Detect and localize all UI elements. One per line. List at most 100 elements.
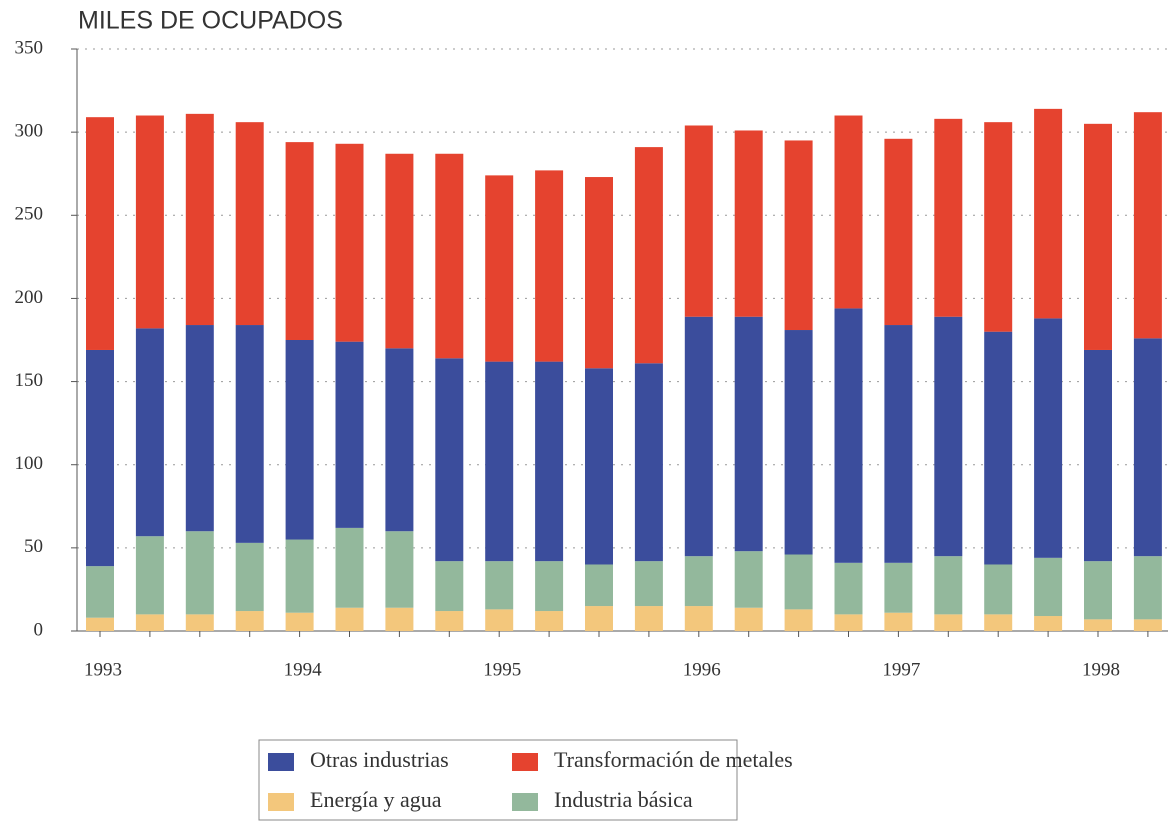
bar-segment <box>784 140 813 331</box>
bar-segment <box>235 122 264 326</box>
x-tick-label: 1995 <box>483 659 521 680</box>
bar-segment <box>634 606 663 631</box>
bar-segment <box>934 614 963 631</box>
x-tick-label: 1994 <box>284 659 323 680</box>
bar-segment <box>684 316 713 557</box>
legend-swatch <box>268 753 294 771</box>
bar-segment <box>285 340 314 540</box>
bar-segment <box>1084 561 1112 620</box>
legend-swatch <box>512 793 538 811</box>
bar-segment <box>1034 557 1063 617</box>
bar-segment <box>834 562 863 615</box>
y-tick-label: 300 <box>15 121 44 142</box>
bar-segment <box>485 609 514 631</box>
bar-segment <box>485 561 514 610</box>
bar-segment <box>984 614 1013 631</box>
y-tick-label: 50 <box>24 536 43 557</box>
bar-segment <box>834 614 863 631</box>
bar-segment <box>86 617 114 631</box>
bar-segment <box>485 361 514 562</box>
y-tick-label: 250 <box>15 204 44 225</box>
bar-segment <box>385 531 414 608</box>
bar-segment <box>1084 123 1112 350</box>
bar-segment <box>135 614 164 631</box>
bar-segment <box>235 542 264 612</box>
bar-segment <box>335 143 364 342</box>
bar-segment <box>435 611 464 631</box>
legend-swatch <box>268 793 294 811</box>
y-tick-label: 200 <box>15 287 44 308</box>
bar-segment <box>86 117 114 350</box>
bar-segment <box>734 607 763 631</box>
bar-segment <box>684 125 713 317</box>
bar-segment <box>1133 338 1162 557</box>
bar-segment <box>185 531 214 615</box>
bar-segment <box>884 138 913 326</box>
bar-segment <box>784 330 813 555</box>
bar-segment <box>1133 619 1162 631</box>
bar-segment <box>435 561 464 612</box>
legend-swatch <box>512 753 538 771</box>
bar-segment <box>535 561 564 612</box>
bar-segment <box>884 562 913 613</box>
bar-segment <box>884 325 913 563</box>
x-tick-label: 1993 <box>84 659 122 680</box>
bar-segment <box>185 614 214 631</box>
bar-segment <box>435 153 464 359</box>
bar-segment <box>784 609 813 631</box>
bar-segment <box>585 564 613 607</box>
bar-segment <box>535 170 564 362</box>
bar-segment <box>585 177 613 369</box>
bar-segment <box>1133 112 1162 339</box>
bar-segment <box>335 607 364 631</box>
legend-label: Energía y agua <box>310 787 442 812</box>
bar-segment <box>185 113 214 326</box>
bar-segment <box>535 361 564 562</box>
bar-segment <box>834 308 863 563</box>
bar-segment <box>934 316 963 557</box>
bar-segment <box>934 556 963 615</box>
bar-segment <box>335 527 364 608</box>
bar-segment <box>734 316 763 552</box>
bar-segment <box>135 115 164 329</box>
y-tick-label: 0 <box>34 619 44 640</box>
bar-segment <box>585 606 613 631</box>
bar-segment <box>185 325 214 532</box>
bar-segment <box>535 611 564 631</box>
chart-title: MILES DE OCUPADOS <box>78 7 343 35</box>
bar-segment <box>884 612 913 631</box>
bar-segment <box>385 348 414 532</box>
bar-segment <box>934 118 963 317</box>
bar-segment <box>235 325 264 543</box>
bar-segment <box>634 363 663 562</box>
bar-segment <box>435 358 464 562</box>
bar-segment <box>1034 616 1063 631</box>
bar-segment <box>734 551 763 608</box>
legend-box <box>258 739 738 821</box>
bar-segment <box>1034 318 1063 558</box>
bar-segment <box>984 331 1013 565</box>
bar-segment <box>235 611 264 631</box>
bar-segment <box>1133 556 1162 620</box>
bar-segment <box>734 130 763 317</box>
bar-segment <box>1084 619 1112 631</box>
bar-segment <box>834 115 863 309</box>
legend-label: Otras industrias <box>310 747 449 772</box>
legend-label: Industria básica <box>554 787 693 812</box>
bar-segment <box>385 153 414 349</box>
bar-segment <box>634 561 663 607</box>
bar-segment <box>784 554 813 610</box>
y-tick-label: 100 <box>15 453 44 474</box>
bar-segment <box>485 175 514 362</box>
legend-label: Transformación de metales <box>554 747 793 772</box>
bar-segment <box>684 556 713 607</box>
bar-segment <box>86 349 114 567</box>
bar-segment <box>285 612 314 631</box>
bar-segment <box>984 564 1013 615</box>
bar-segment <box>86 566 114 618</box>
bar-segment <box>684 606 713 631</box>
bar-segment <box>1034 108 1063 319</box>
bar-segment <box>984 122 1013 332</box>
bar-segment <box>1084 349 1112 562</box>
